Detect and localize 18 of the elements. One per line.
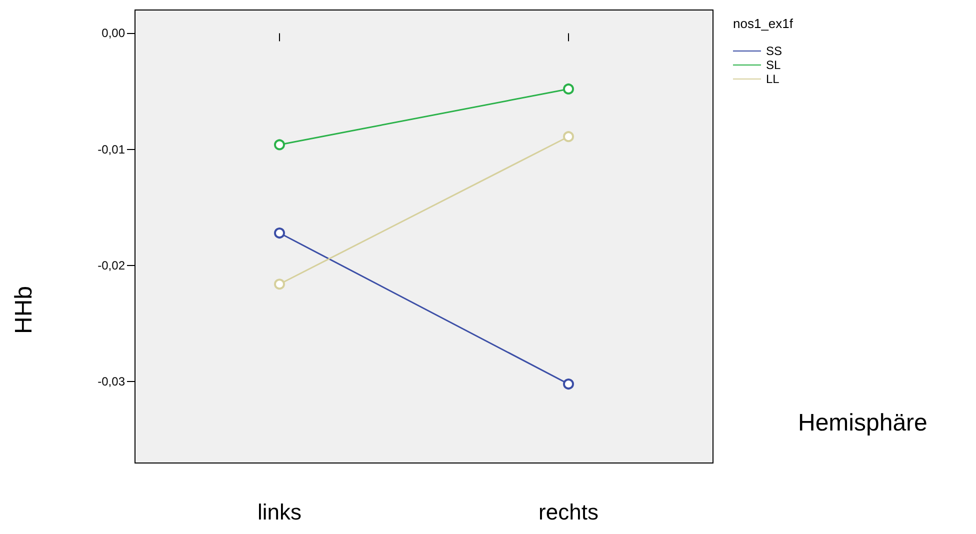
point bbox=[563, 83, 574, 94]
point bbox=[274, 139, 285, 150]
legend-label: LL bbox=[766, 72, 780, 86]
y-axis-title: HHb bbox=[10, 286, 38, 334]
legend-label: SS bbox=[766, 44, 782, 58]
point bbox=[563, 378, 574, 390]
y-tick-label: -0,01 bbox=[98, 142, 126, 156]
x-tick-label: rechts bbox=[538, 500, 598, 524]
legend-label: SL bbox=[766, 58, 782, 72]
point bbox=[274, 228, 285, 239]
y-tick-label: 0,00 bbox=[102, 26, 126, 40]
legend-title: nos1_ex1f bbox=[733, 16, 794, 31]
x-tick-label: links bbox=[257, 500, 302, 524]
y-tick-label: -0,03 bbox=[98, 374, 126, 389]
point bbox=[274, 278, 285, 290]
y-tick-label: -0,02 bbox=[98, 258, 126, 273]
x-axis-title: Hemisphäre bbox=[798, 410, 928, 436]
point bbox=[563, 131, 574, 142]
